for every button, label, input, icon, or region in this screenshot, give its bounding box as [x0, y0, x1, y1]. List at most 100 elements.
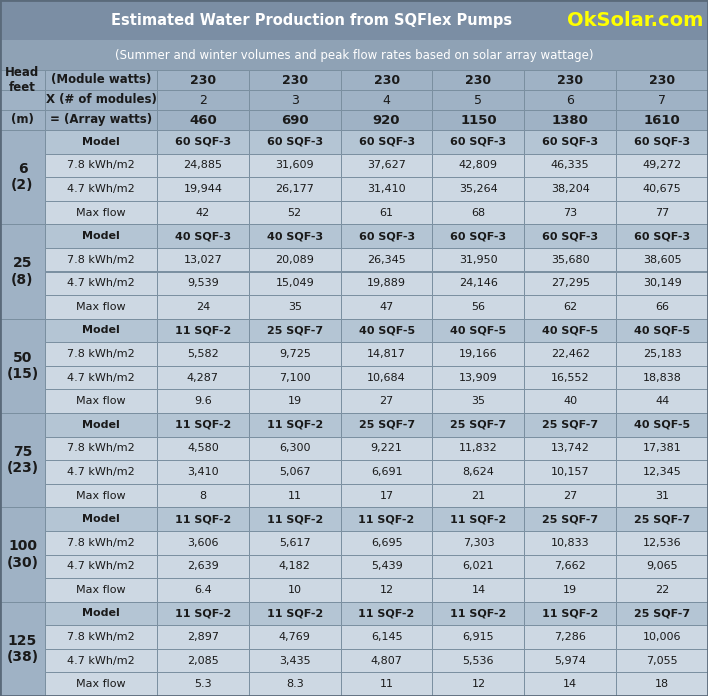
Text: 12,536: 12,536 — [643, 538, 681, 548]
Bar — [249, 601, 341, 625]
Bar — [157, 110, 249, 130]
Text: 60 SQF-3: 60 SQF-3 — [542, 137, 598, 147]
Text: 6,145: 6,145 — [371, 632, 402, 642]
Text: 17,381: 17,381 — [643, 443, 682, 453]
Bar — [45, 70, 157, 90]
Bar — [433, 649, 525, 672]
Bar — [616, 436, 708, 460]
Bar — [0, 319, 45, 413]
Bar — [45, 413, 157, 436]
Bar — [525, 390, 616, 413]
Bar — [249, 484, 341, 507]
Bar — [616, 200, 708, 224]
Text: Max flow: Max flow — [76, 396, 126, 406]
Text: 37,627: 37,627 — [367, 160, 406, 171]
Bar — [341, 436, 433, 460]
Bar — [525, 531, 616, 555]
Text: 10,833: 10,833 — [551, 538, 590, 548]
Text: 50
(15): 50 (15) — [6, 351, 39, 381]
Text: 3,410: 3,410 — [187, 467, 219, 477]
Text: 11 SQF-2: 11 SQF-2 — [175, 420, 231, 430]
Text: 42: 42 — [196, 207, 210, 218]
Bar — [525, 130, 616, 154]
Bar — [341, 555, 433, 578]
Bar — [341, 484, 433, 507]
Bar — [249, 154, 341, 177]
Text: Model: Model — [82, 137, 120, 147]
Text: Max flow: Max flow — [76, 585, 126, 595]
Text: 42,809: 42,809 — [459, 160, 498, 171]
Text: 9.6: 9.6 — [194, 396, 212, 406]
Text: 4.7 kWh/m2: 4.7 kWh/m2 — [67, 467, 135, 477]
Bar — [341, 295, 433, 319]
Text: 690: 690 — [281, 113, 309, 127]
Bar — [157, 460, 249, 484]
Text: 11 SQF-2: 11 SQF-2 — [358, 608, 415, 619]
Bar — [249, 342, 341, 366]
Bar — [45, 177, 157, 200]
Bar — [249, 531, 341, 555]
Bar — [525, 295, 616, 319]
Bar — [525, 555, 616, 578]
Text: 47: 47 — [379, 302, 394, 312]
Bar — [525, 436, 616, 460]
Bar — [45, 672, 157, 696]
Bar — [525, 271, 616, 295]
Text: 1610: 1610 — [644, 113, 680, 127]
Text: 49,272: 49,272 — [643, 160, 682, 171]
Text: 68: 68 — [472, 207, 486, 218]
Bar — [157, 649, 249, 672]
Bar — [157, 507, 249, 531]
Text: 9,539: 9,539 — [187, 278, 219, 288]
Bar — [525, 154, 616, 177]
Text: 4,182: 4,182 — [279, 561, 311, 571]
Bar — [157, 413, 249, 436]
Text: 11: 11 — [379, 679, 394, 689]
Text: 26,177: 26,177 — [275, 184, 314, 194]
Bar — [433, 295, 525, 319]
Bar — [525, 200, 616, 224]
Text: 920: 920 — [373, 113, 400, 127]
Bar — [525, 601, 616, 625]
Bar — [616, 295, 708, 319]
Bar — [249, 70, 341, 90]
Text: 19,166: 19,166 — [459, 349, 498, 359]
Text: 27: 27 — [379, 396, 394, 406]
Bar — [433, 177, 525, 200]
Bar — [525, 224, 616, 248]
Bar — [157, 555, 249, 578]
Bar — [249, 248, 341, 271]
Bar — [433, 531, 525, 555]
Text: 14: 14 — [472, 585, 486, 595]
Text: 40,675: 40,675 — [643, 184, 682, 194]
Bar — [45, 507, 157, 531]
Bar — [157, 177, 249, 200]
Text: 2,897: 2,897 — [187, 632, 219, 642]
Bar — [616, 601, 708, 625]
Text: Estimated Water Production from SQFlex Pumps: Estimated Water Production from SQFlex P… — [111, 13, 512, 28]
Bar — [616, 578, 708, 601]
Text: 4,769: 4,769 — [279, 632, 311, 642]
Text: 4,807: 4,807 — [371, 656, 403, 665]
Bar — [249, 366, 341, 390]
Text: 27,295: 27,295 — [551, 278, 590, 288]
Bar — [616, 484, 708, 507]
Bar — [157, 484, 249, 507]
Bar — [433, 342, 525, 366]
Text: 21: 21 — [472, 491, 486, 500]
Text: 6
(2): 6 (2) — [11, 162, 34, 192]
Text: 230: 230 — [190, 74, 216, 86]
Text: 100
(30): 100 (30) — [6, 539, 38, 569]
Text: 4.7 kWh/m2: 4.7 kWh/m2 — [67, 656, 135, 665]
Bar — [616, 319, 708, 342]
Bar — [45, 110, 157, 130]
Bar — [616, 177, 708, 200]
Bar — [157, 436, 249, 460]
Bar — [45, 649, 157, 672]
Text: 22: 22 — [655, 585, 669, 595]
Bar — [525, 460, 616, 484]
Bar — [341, 224, 433, 248]
Bar — [525, 649, 616, 672]
Bar — [157, 130, 249, 154]
Bar — [45, 390, 157, 413]
